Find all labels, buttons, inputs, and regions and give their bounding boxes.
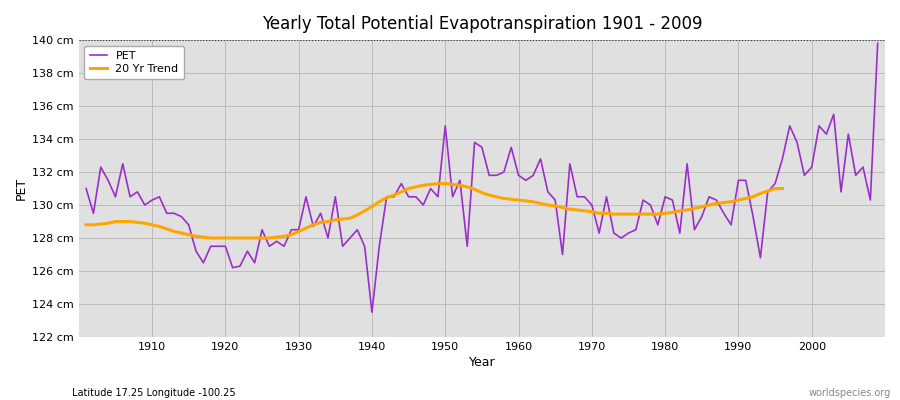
20 Yr Trend — [205, 236, 216, 240]
Title: Yearly Total Potential Evapotranspiration 1901 - 2009: Yearly Total Potential Evapotranspiratio… — [262, 15, 702, 33]
20 Yr Trend — [286, 232, 297, 237]
PET — [301, 194, 311, 199]
20 Yr Trend — [176, 231, 187, 236]
20 Yr Trend — [81, 222, 92, 227]
20 Yr Trend — [469, 187, 480, 192]
PET — [513, 173, 524, 178]
Legend: PET, 20 Yr Trend: PET, 20 Yr Trend — [85, 46, 184, 79]
20 Yr Trend — [777, 186, 788, 191]
PET — [872, 41, 883, 46]
20 Yr Trend — [389, 193, 400, 198]
Line: PET: PET — [86, 44, 878, 312]
PET — [520, 178, 531, 183]
PET — [608, 231, 619, 236]
PET — [345, 236, 356, 240]
Text: worldspecies.org: worldspecies.org — [809, 388, 891, 398]
20 Yr Trend — [433, 181, 444, 186]
X-axis label: Year: Year — [469, 356, 495, 369]
PET — [81, 186, 92, 191]
Y-axis label: PET: PET — [15, 177, 28, 200]
20 Yr Trend — [447, 182, 458, 187]
Text: Latitude 17.25 Longitude -100.25: Latitude 17.25 Longitude -100.25 — [72, 388, 236, 398]
PET — [366, 310, 377, 315]
20 Yr Trend — [733, 198, 743, 202]
PET — [140, 203, 150, 208]
Line: 20 Yr Trend: 20 Yr Trend — [86, 184, 782, 238]
